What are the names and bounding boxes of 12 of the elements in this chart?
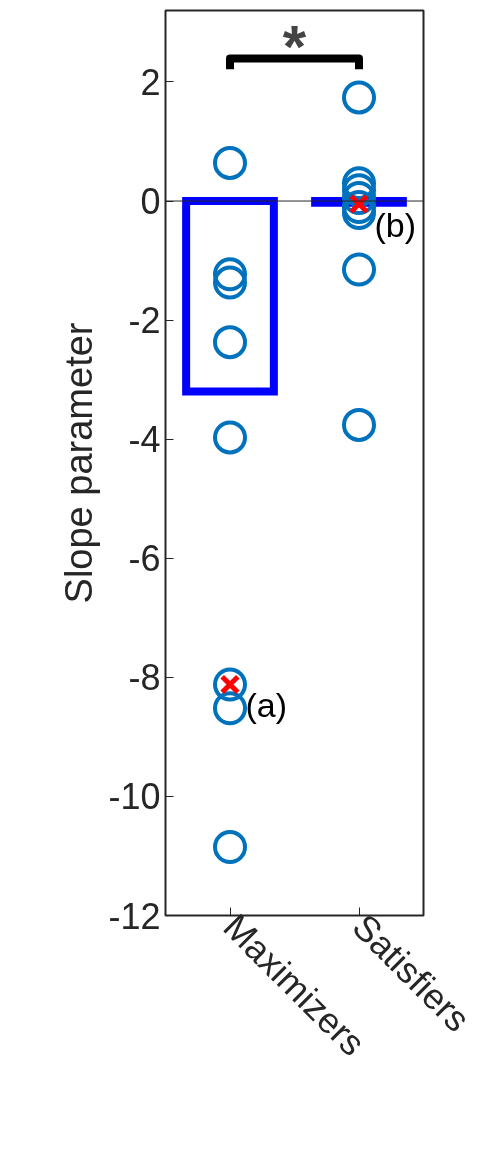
y-tick-label: -2	[128, 300, 161, 342]
y-tick-label: -8	[128, 657, 161, 699]
y-tick-label: -4	[128, 419, 161, 461]
y-tick-label: -10	[108, 776, 161, 818]
annotation: (a)	[245, 686, 288, 725]
annotation: (b)	[374, 206, 417, 244]
y-tick-label: -12	[108, 895, 161, 937]
annotation: *	[282, 13, 307, 81]
y-tick-label: 0	[140, 181, 161, 223]
y-tick-label: -6	[128, 538, 161, 580]
y-tick-label: 2	[140, 61, 161, 103]
y-axis-title: Slope parameter	[58, 322, 101, 604]
